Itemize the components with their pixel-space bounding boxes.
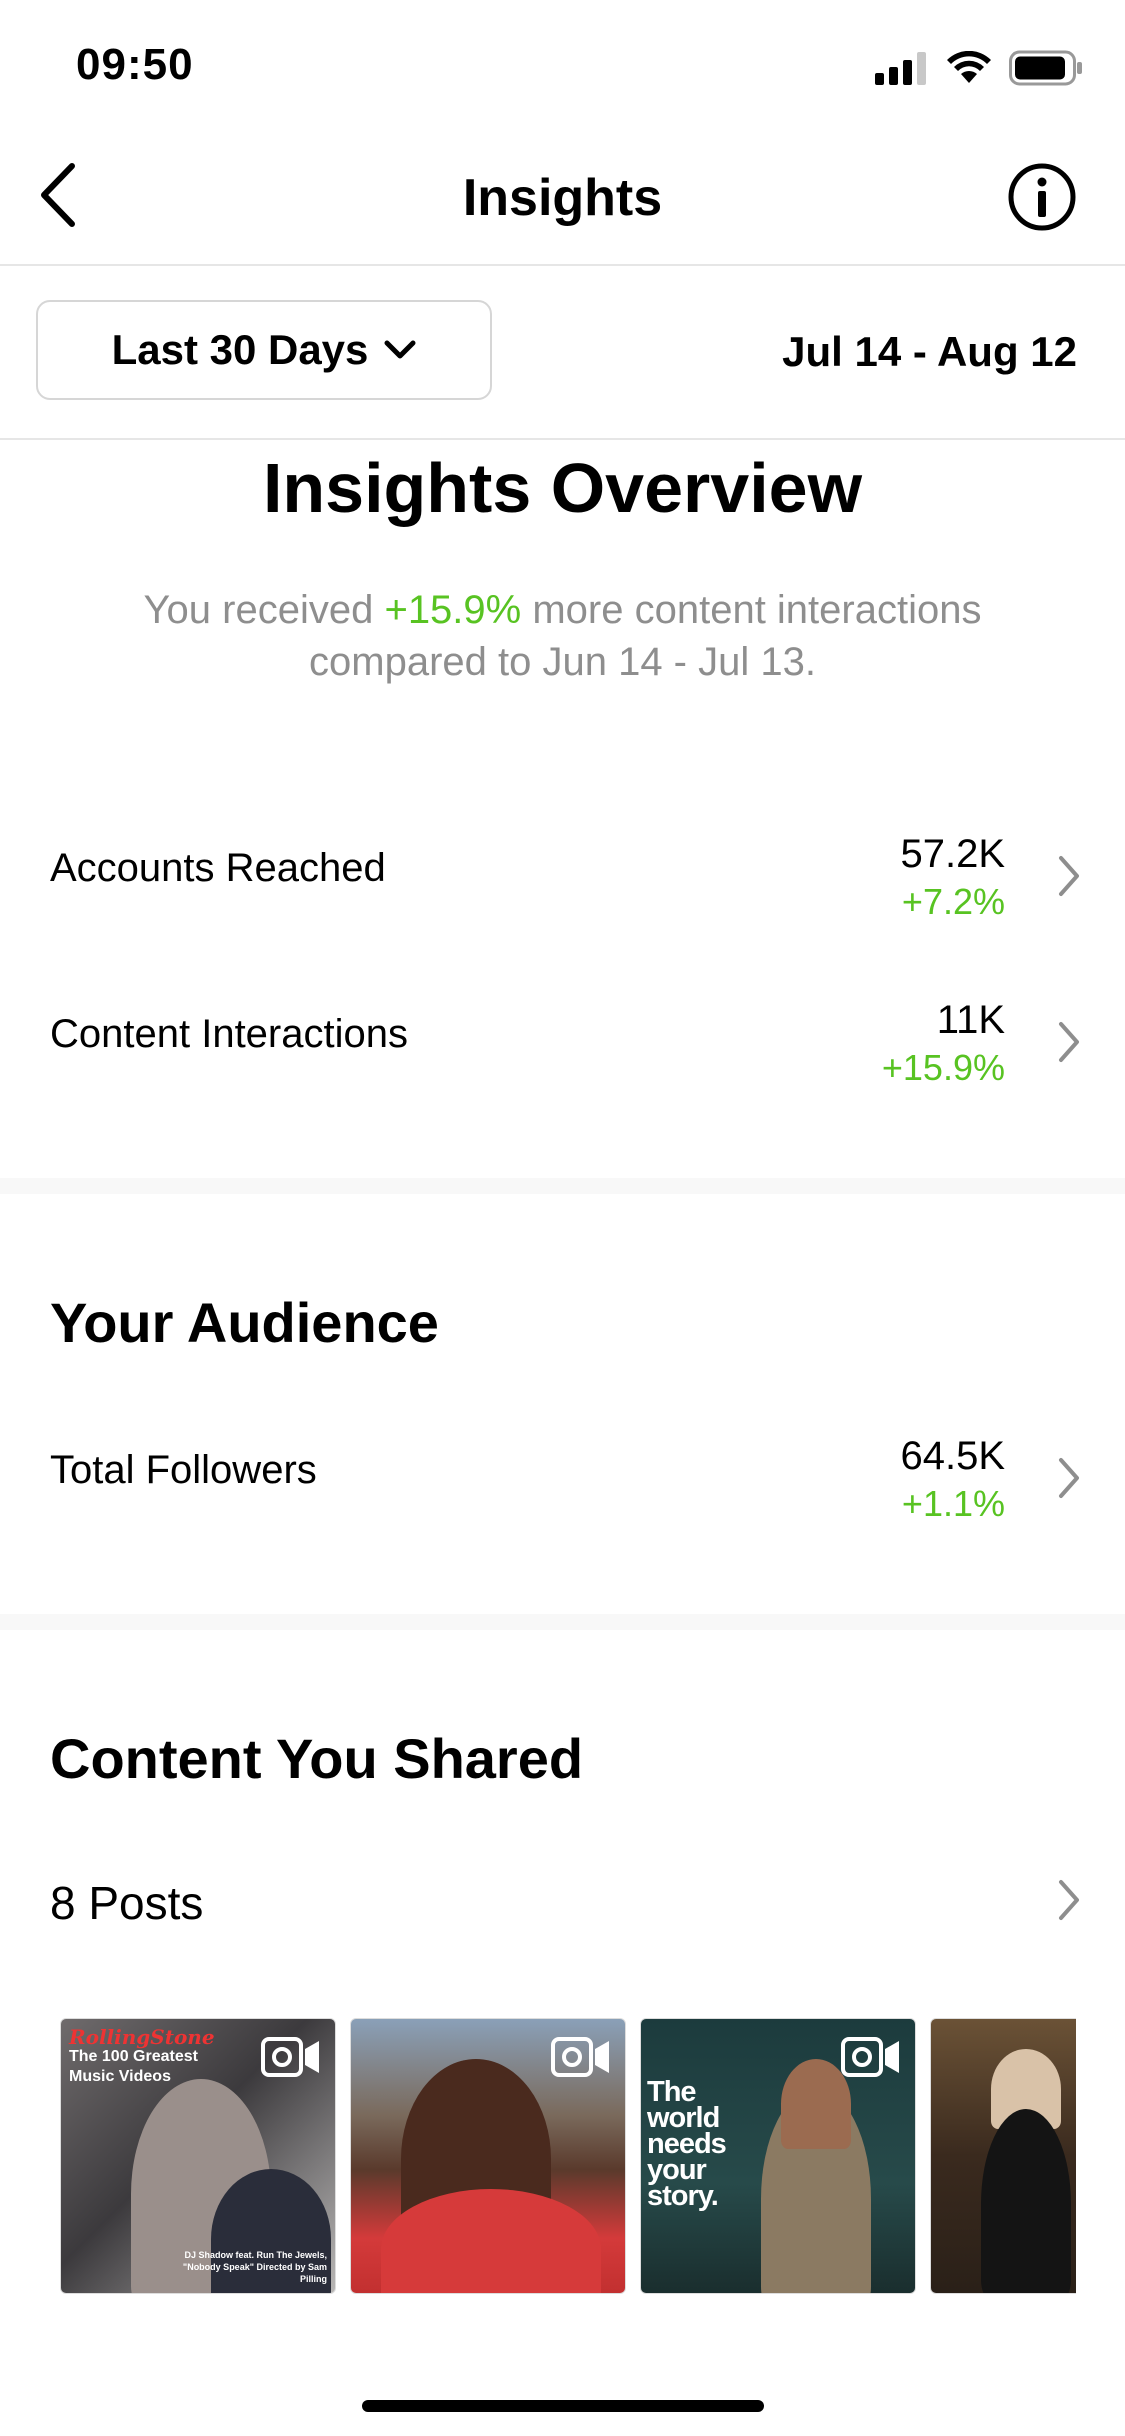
post-thumbnails: RollingStone The 100 Greatest Music Vide…	[60, 2018, 1076, 2296]
thumbnail-caption: The world needs your story.	[647, 2076, 727, 2212]
post-thumbnail[interactable]	[350, 2018, 626, 2294]
thumbnail-title: The 100 Greatest Music Videos	[69, 2048, 198, 2085]
metric-value-block: 57.2K +7.2%	[900, 830, 1005, 926]
post-thumbnail[interactable]: The world needs your story.	[640, 2018, 916, 2294]
audience-section-title: Your Audience	[50, 1291, 439, 1354]
metric-delta: +1.1%	[901, 1483, 1005, 1524]
metric-row-content-interactions[interactable]: Content Interactions 11K +15.9%	[0, 982, 1125, 1112]
page-title: Insights	[462, 169, 663, 227]
signal-icon	[875, 52, 926, 85]
section-separator	[0, 1178, 1125, 1194]
metric-value-block: 11K +15.9%	[882, 996, 1005, 1092]
filter-divider	[0, 438, 1125, 440]
metric-label: Total Followers	[50, 1448, 317, 1492]
thumbnail-brand: RollingStone	[69, 2025, 215, 2049]
summary-suffix: more content interactions compared to Ju…	[309, 588, 982, 684]
section-separator	[0, 1614, 1125, 1630]
metric-row-total-followers[interactable]: Total Followers 64.5K +1.1%	[0, 1418, 1125, 1548]
date-range-dropdown-label: Last 30 Days	[111, 326, 369, 373]
metric-delta: +15.9%	[881, 1047, 1005, 1088]
metric-value-block: 64.5K +1.1%	[900, 1432, 1005, 1528]
posts-count-label: 8 Posts	[50, 1877, 204, 1929]
posts-row[interactable]	[0, 1856, 1125, 1956]
wifi-icon	[947, 51, 991, 83]
metric-value: 11K	[936, 998, 1005, 1042]
metric-row-accounts-reached[interactable]: Accounts Reached 57.2K +7.2%	[0, 816, 1125, 946]
metric-label: Content Interactions	[50, 1012, 408, 1056]
status-icons	[875, 50, 1083, 86]
reel-icon	[261, 2037, 319, 2077]
metric-label: Accounts Reached	[50, 846, 386, 890]
summary-prefix: You received	[143, 588, 385, 632]
chevron-right-icon	[1059, 1880, 1079, 1920]
overview-summary: You received +15.9% more content interac…	[100, 584, 1025, 688]
status-time: 09:50	[76, 40, 194, 89]
post-thumbnail[interactable]	[930, 2018, 1076, 2294]
content-section-title: Content You Shared	[50, 1727, 584, 1790]
overview-title: Insights Overview	[262, 449, 863, 527]
post-thumbnail[interactable]: RollingStone The 100 Greatest Music Vide…	[60, 2018, 336, 2294]
date-range-text: Jul 14 - Aug 12	[782, 328, 1077, 375]
thumbnail-credit: DJ Shadow feat. Run The Jewels, "Nobody …	[182, 2250, 327, 2284]
summary-highlight: +15.9%	[384, 588, 522, 632]
chevron-right-icon	[1059, 1458, 1079, 1498]
back-arrow-icon[interactable]	[38, 160, 78, 230]
battery-icon	[1009, 50, 1082, 86]
reel-icon	[551, 2037, 609, 2077]
chevron-down-icon	[384, 340, 416, 359]
info-icon[interactable]	[1007, 162, 1077, 232]
home-indicator	[362, 2400, 764, 2412]
metric-value: 57.2K	[900, 832, 1005, 876]
nav-divider	[0, 264, 1125, 266]
date-range-dropdown[interactable]: Last 30 Days	[36, 300, 492, 400]
chevron-right-icon	[1059, 856, 1079, 896]
chevron-right-icon	[1059, 1022, 1079, 1062]
metric-value: 64.5K	[900, 1434, 1005, 1478]
metric-delta: +7.2%	[901, 881, 1005, 922]
reel-icon	[841, 2037, 899, 2077]
